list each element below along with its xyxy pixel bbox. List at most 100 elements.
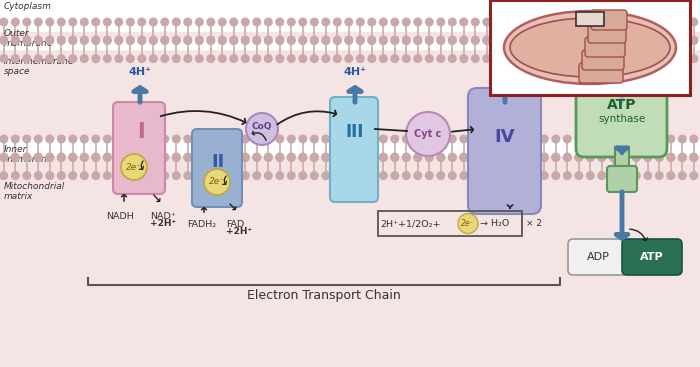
Text: Cyt c: Cyt c — [414, 129, 442, 139]
Circle shape — [655, 154, 663, 161]
Circle shape — [598, 55, 606, 62]
Circle shape — [472, 135, 479, 143]
Circle shape — [276, 36, 284, 44]
Circle shape — [11, 153, 19, 161]
Circle shape — [529, 18, 537, 26]
Circle shape — [80, 135, 88, 143]
Circle shape — [172, 172, 180, 179]
Circle shape — [333, 153, 341, 161]
Text: 2H⁺: 2H⁺ — [494, 67, 517, 77]
Circle shape — [529, 153, 537, 161]
Circle shape — [207, 154, 215, 161]
Circle shape — [449, 153, 456, 161]
Circle shape — [391, 18, 398, 26]
Circle shape — [195, 36, 203, 44]
Bar — [0, 139, 700, 155]
Circle shape — [621, 135, 629, 143]
Circle shape — [667, 37, 675, 44]
Circle shape — [253, 37, 260, 44]
Circle shape — [356, 154, 364, 161]
Circle shape — [69, 135, 76, 143]
Circle shape — [483, 154, 491, 161]
Circle shape — [150, 135, 157, 143]
Circle shape — [46, 172, 54, 179]
Circle shape — [391, 36, 398, 44]
Circle shape — [678, 154, 686, 161]
Circle shape — [184, 37, 192, 44]
Circle shape — [437, 172, 444, 179]
Circle shape — [633, 153, 640, 161]
Circle shape — [655, 37, 663, 44]
Circle shape — [0, 172, 8, 179]
Circle shape — [644, 154, 652, 161]
Circle shape — [564, 153, 571, 161]
Circle shape — [587, 154, 594, 161]
Text: II: II — [211, 153, 225, 171]
Circle shape — [138, 135, 146, 143]
Circle shape — [0, 154, 8, 161]
Bar — [378, 211, 522, 236]
Circle shape — [241, 172, 249, 179]
Circle shape — [265, 18, 272, 26]
Circle shape — [368, 154, 376, 161]
Circle shape — [564, 18, 571, 26]
Circle shape — [678, 135, 686, 143]
Circle shape — [104, 36, 111, 44]
Circle shape — [494, 154, 502, 161]
Circle shape — [575, 36, 582, 44]
Circle shape — [288, 172, 295, 179]
Circle shape — [345, 18, 353, 26]
Circle shape — [460, 153, 468, 161]
Circle shape — [218, 172, 226, 179]
Circle shape — [483, 37, 491, 44]
Text: CoQ: CoQ — [252, 123, 272, 131]
Circle shape — [552, 153, 559, 161]
Circle shape — [276, 153, 284, 161]
Circle shape — [161, 36, 169, 44]
Circle shape — [299, 153, 307, 161]
Circle shape — [356, 18, 364, 26]
Circle shape — [379, 172, 387, 179]
Text: ATP: ATP — [640, 252, 664, 262]
Circle shape — [23, 36, 31, 44]
Circle shape — [458, 214, 478, 233]
Text: Outer
membrane: Outer membrane — [4, 29, 53, 48]
Circle shape — [379, 153, 387, 161]
Circle shape — [552, 18, 559, 26]
Circle shape — [218, 37, 226, 44]
Circle shape — [311, 172, 318, 179]
Circle shape — [161, 55, 169, 62]
Circle shape — [80, 153, 88, 161]
Circle shape — [230, 154, 237, 161]
Circle shape — [172, 18, 180, 26]
Circle shape — [379, 135, 387, 143]
Circle shape — [115, 18, 122, 26]
Circle shape — [368, 172, 376, 179]
Circle shape — [460, 135, 468, 143]
Bar — [490, 0, 690, 95]
Circle shape — [529, 135, 537, 143]
Circle shape — [426, 36, 433, 44]
Circle shape — [667, 135, 675, 143]
Circle shape — [564, 172, 571, 179]
Circle shape — [414, 172, 421, 179]
Circle shape — [633, 36, 640, 44]
Circle shape — [253, 135, 260, 143]
Circle shape — [437, 55, 444, 62]
Circle shape — [402, 37, 410, 44]
Circle shape — [552, 135, 559, 143]
Circle shape — [460, 18, 468, 26]
Circle shape — [138, 37, 146, 44]
Circle shape — [241, 18, 249, 26]
Circle shape — [288, 55, 295, 62]
Circle shape — [172, 135, 180, 143]
Circle shape — [644, 18, 652, 26]
Circle shape — [23, 153, 31, 161]
Circle shape — [104, 154, 111, 161]
Circle shape — [540, 135, 548, 143]
Circle shape — [0, 135, 8, 143]
Text: FADH₂: FADH₂ — [188, 220, 216, 229]
Circle shape — [644, 36, 652, 44]
Circle shape — [69, 154, 76, 161]
Circle shape — [678, 172, 686, 179]
